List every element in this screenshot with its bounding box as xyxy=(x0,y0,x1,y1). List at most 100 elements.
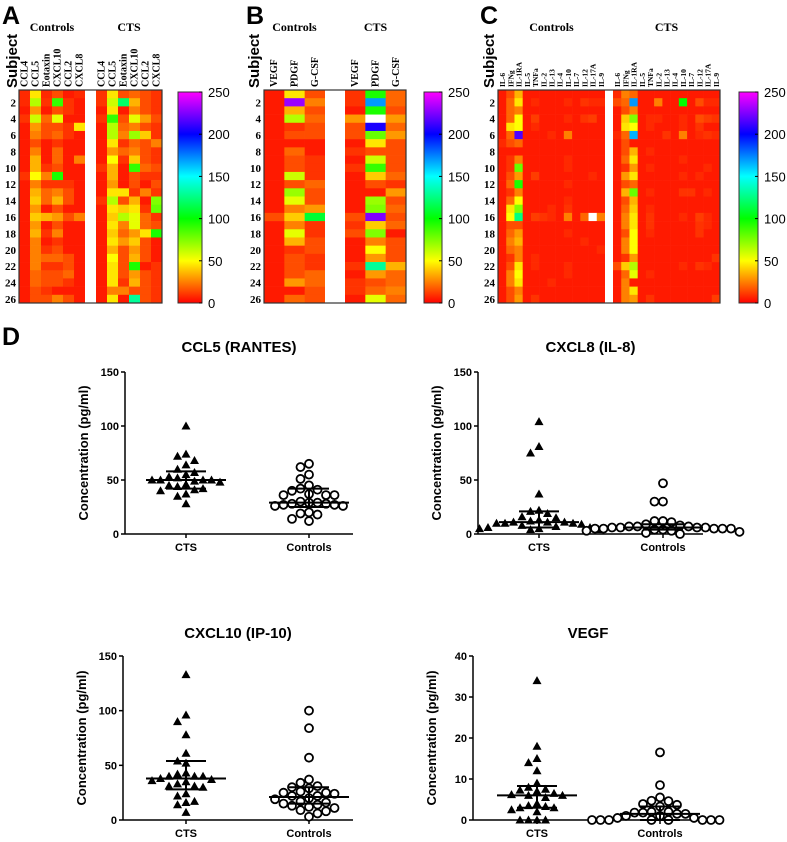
heatmap-cell xyxy=(506,122,515,132)
heatmap-cell xyxy=(645,147,655,156)
heatmap-cell xyxy=(703,253,713,263)
heatmap-cell xyxy=(596,286,606,296)
heatmap-cell xyxy=(345,270,366,279)
heatmap-cell xyxy=(621,106,630,115)
colorbar-tick-label: 100 xyxy=(448,212,470,227)
heatmap-cell xyxy=(304,139,326,148)
heatmap-cell xyxy=(30,253,42,263)
heatmap-cell xyxy=(385,106,407,115)
heatmap-cell xyxy=(662,294,671,304)
heatmap-cell xyxy=(580,229,589,238)
heatmap-cell xyxy=(530,180,540,189)
heatmap-cell xyxy=(530,270,540,279)
heatmap-cell xyxy=(621,286,630,296)
heatmap-cell xyxy=(52,262,64,271)
heatmap-cell xyxy=(63,98,75,107)
column-label: VEGF xyxy=(350,59,361,87)
data-point-circle xyxy=(287,513,297,524)
heatmap-cell xyxy=(555,245,565,255)
heatmap-cell xyxy=(74,90,86,99)
data-point-triangle xyxy=(181,499,191,508)
heatmap-cell xyxy=(107,286,119,296)
heatmap-cell xyxy=(304,270,326,279)
column-label: IL-7 xyxy=(572,73,581,87)
heatmap-cell xyxy=(129,270,141,279)
heatmap-cell xyxy=(678,90,688,99)
heatmap-cell xyxy=(129,286,141,296)
heatmap-cell xyxy=(506,270,515,279)
heatmap-cell xyxy=(596,114,606,124)
y-tick-label: 50 xyxy=(105,760,117,772)
heatmap-cell xyxy=(264,130,285,140)
data-point-triangle xyxy=(190,456,199,465)
row-tick-label: 10 xyxy=(484,163,496,175)
heatmap-cell xyxy=(645,188,655,197)
y-axis-label: Concentration (pg/ml) xyxy=(74,670,89,805)
heatmap-cell xyxy=(621,98,630,107)
heatmap-cell xyxy=(365,114,386,124)
heatmap-cell xyxy=(539,171,548,181)
heatmap-cell xyxy=(711,270,721,279)
heatmap-cell xyxy=(613,286,622,296)
heatmap-cell xyxy=(530,212,540,222)
heatmap-cell xyxy=(52,106,64,115)
heatmap-cell xyxy=(498,122,507,132)
heatmap-cell xyxy=(563,171,573,181)
heatmap-cell xyxy=(662,122,671,132)
heatmap-cell xyxy=(345,114,366,124)
heatmap-cell xyxy=(30,278,42,287)
heatmap-cell xyxy=(52,253,64,263)
heatmap-cell xyxy=(264,98,285,107)
heatmap-cell xyxy=(629,90,638,99)
heatmap-cell xyxy=(52,270,64,279)
heatmap-cell xyxy=(596,163,606,173)
heatmap-cell xyxy=(711,278,721,287)
y-tick-label: 150 xyxy=(99,651,117,663)
heatmap-cell xyxy=(711,98,721,107)
heatmap-cell xyxy=(539,98,548,107)
heatmap-cell xyxy=(613,188,622,197)
heatmap-cell xyxy=(264,212,285,222)
heatmap-cell xyxy=(118,237,130,246)
heatmap-cell xyxy=(588,139,598,148)
heatmap-cell xyxy=(711,245,721,255)
row-tick-label: 24 xyxy=(5,278,17,290)
heatmap-cell xyxy=(555,122,565,132)
heatmap-cell xyxy=(613,229,622,238)
x-tick-label: Controls xyxy=(286,542,331,554)
heatmap-cell xyxy=(670,196,680,205)
heatmap-cell xyxy=(129,221,141,230)
data-point-triangle xyxy=(534,489,544,498)
colorbar xyxy=(177,91,203,304)
column-label: CCL4 xyxy=(20,61,31,87)
heatmap-cell xyxy=(572,98,581,107)
heatmap-cell xyxy=(613,180,622,189)
heatmap-cell xyxy=(711,204,721,214)
heatmap-cell xyxy=(151,278,163,287)
heatmap-cell xyxy=(118,106,130,115)
heatmap-cell xyxy=(365,155,386,165)
colorbar-tick-label: 100 xyxy=(764,212,786,227)
heatmap-cell xyxy=(284,130,305,140)
heatmap-cell xyxy=(129,122,141,132)
heatmap-cell xyxy=(580,188,589,197)
heatmap-cell xyxy=(645,237,655,246)
heatmap-cell xyxy=(284,229,305,238)
heatmap-cell xyxy=(670,221,680,230)
data-point-circle xyxy=(646,795,657,806)
heatmap-cell xyxy=(563,122,573,132)
heatmap-cell xyxy=(284,147,305,156)
column-label: IL-13 xyxy=(548,69,557,87)
column-label: PDGF xyxy=(290,60,301,87)
heatmap-cell xyxy=(107,90,119,99)
heatmap-cell xyxy=(304,221,326,230)
heatmap-cell xyxy=(19,270,31,279)
data-point-triangle xyxy=(190,781,199,790)
data-point-triangle xyxy=(551,513,561,522)
heatmap-cell xyxy=(703,155,713,165)
heatmap-cell xyxy=(30,180,42,189)
data-point-circle xyxy=(312,791,323,801)
data-point-triangle xyxy=(173,451,182,460)
heatmap-cell xyxy=(539,245,548,255)
heatmap-cell xyxy=(385,245,407,255)
